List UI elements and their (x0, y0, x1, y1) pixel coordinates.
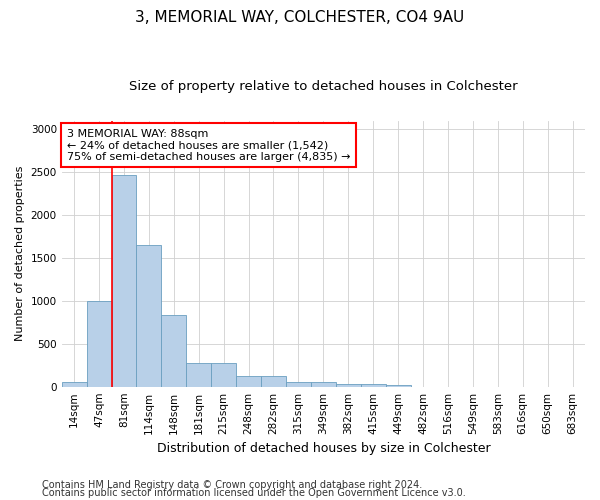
Bar (236, 376, 261, 386)
Bar (161, 314, 186, 386)
Bar (211, 363, 236, 386)
Bar (62, 382, 86, 386)
Y-axis label: Number of detached properties: Number of detached properties (15, 166, 25, 342)
Text: 3, MEMORIAL WAY, COLCHESTER, CO4 9AU: 3, MEMORIAL WAY, COLCHESTER, CO4 9AU (136, 10, 464, 25)
Title: Size of property relative to detached houses in Colchester: Size of property relative to detached ho… (129, 80, 518, 93)
Bar (186, 363, 211, 386)
Bar (336, 384, 361, 386)
X-axis label: Distribution of detached houses by size in Colchester: Distribution of detached houses by size … (157, 442, 490, 455)
Bar (112, 174, 136, 386)
Bar (86, 301, 112, 386)
Bar (361, 384, 386, 386)
Bar (386, 385, 410, 386)
Bar (261, 376, 286, 386)
Bar (286, 382, 311, 386)
Text: Contains HM Land Registry data © Crown copyright and database right 2024.: Contains HM Land Registry data © Crown c… (42, 480, 422, 490)
Bar (311, 382, 336, 386)
Bar (136, 245, 161, 386)
Text: 3 MEMORIAL WAY: 88sqm
← 24% of detached houses are smaller (1,542)
75% of semi-d: 3 MEMORIAL WAY: 88sqm ← 24% of detached … (67, 128, 350, 162)
Text: Contains public sector information licensed under the Open Government Licence v3: Contains public sector information licen… (42, 488, 466, 498)
